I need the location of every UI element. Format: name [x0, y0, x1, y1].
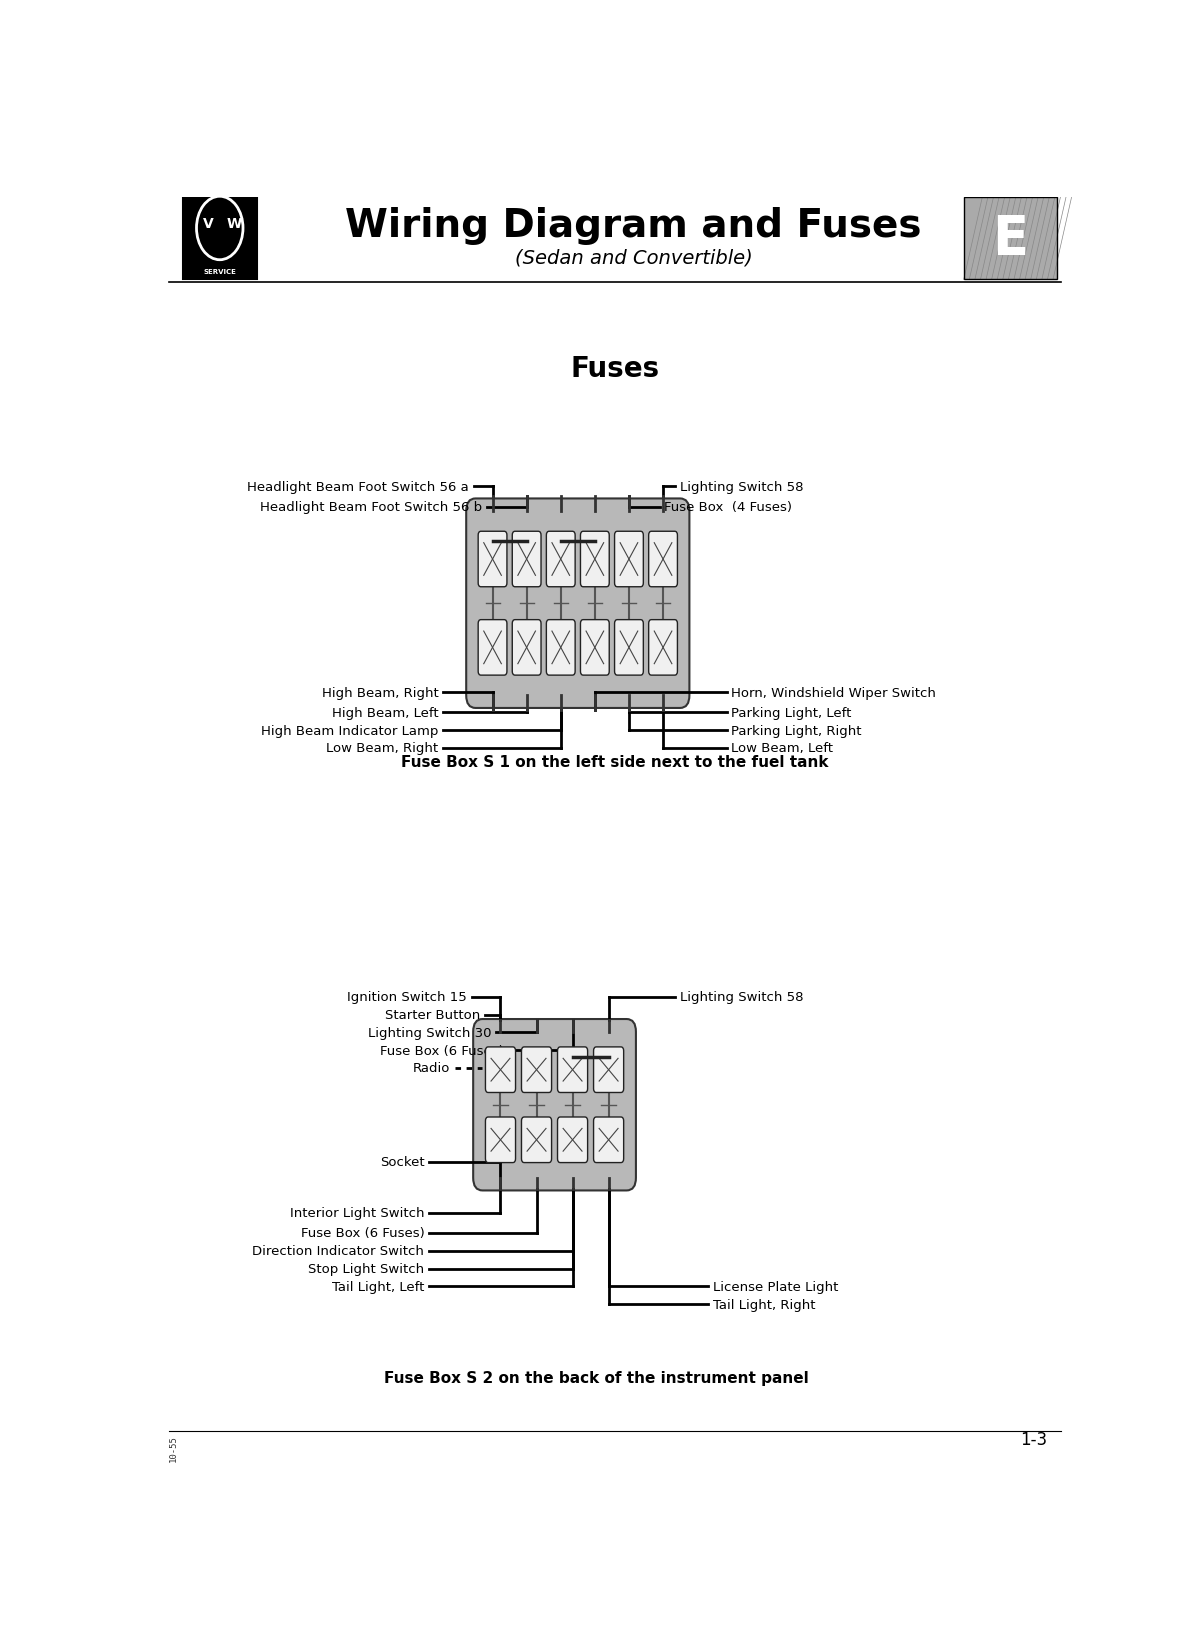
Text: Tail Light, Left: Tail Light, Left — [332, 1280, 425, 1294]
Text: Interior Light Switch: Interior Light Switch — [290, 1206, 425, 1220]
Text: Headlight Beam Foot Switch 56 b: Headlight Beam Foot Switch 56 b — [260, 501, 482, 514]
FancyBboxPatch shape — [594, 1117, 624, 1163]
FancyBboxPatch shape — [649, 532, 678, 587]
FancyBboxPatch shape — [512, 620, 541, 676]
Text: SERVICE: SERVICE — [203, 269, 236, 274]
Text: Parking Light, Left: Parking Light, Left — [731, 707, 852, 720]
Text: Socket: Socket — [379, 1155, 425, 1168]
Text: License Plate Light: License Plate Light — [713, 1280, 838, 1294]
FancyBboxPatch shape — [522, 1117, 552, 1163]
FancyBboxPatch shape — [546, 532, 575, 587]
Text: (Sedan and Convertible): (Sedan and Convertible) — [515, 249, 752, 267]
FancyBboxPatch shape — [478, 532, 506, 587]
Text: Parking Light, Right: Parking Light, Right — [731, 723, 862, 737]
FancyBboxPatch shape — [512, 532, 541, 587]
Text: Fuse Box S 1 on the left side next to the fuel tank: Fuse Box S 1 on the left side next to th… — [401, 755, 829, 770]
Text: Lighting Switch 58: Lighting Switch 58 — [680, 990, 804, 1004]
Text: Low Beam, Right: Low Beam, Right — [326, 742, 438, 755]
Text: Wiring Diagram and Fuses: Wiring Diagram and Fuses — [346, 208, 922, 246]
Text: 10-55: 10-55 — [169, 1434, 178, 1462]
Text: Horn, Windshield Wiper Switch: Horn, Windshield Wiper Switch — [731, 686, 936, 699]
FancyBboxPatch shape — [649, 620, 678, 676]
Text: Low Beam, Left: Low Beam, Left — [731, 742, 833, 755]
Text: Starter Button: Starter Button — [385, 1009, 480, 1022]
Text: Direction Indicator Switch: Direction Indicator Switch — [252, 1244, 425, 1257]
Text: Fuse Box  (4 Fuses): Fuse Box (4 Fuses) — [665, 501, 792, 514]
Text: Stop Light Switch: Stop Light Switch — [308, 1262, 425, 1276]
FancyBboxPatch shape — [558, 1117, 588, 1163]
FancyBboxPatch shape — [486, 1046, 516, 1093]
Bar — [182, 198, 257, 280]
Text: Fuse Box (6 Fuses): Fuse Box (6 Fuses) — [379, 1043, 504, 1056]
FancyBboxPatch shape — [478, 620, 506, 676]
Text: Lighting Switch 30: Lighting Switch 30 — [368, 1027, 491, 1040]
Text: 1-3: 1-3 — [1020, 1430, 1048, 1449]
Text: W: W — [227, 218, 241, 231]
Text: V: V — [203, 218, 214, 231]
FancyBboxPatch shape — [581, 620, 610, 676]
Text: Lighting Switch 58: Lighting Switch 58 — [680, 481, 804, 494]
FancyBboxPatch shape — [558, 1046, 588, 1093]
Text: Ignition Switch 15: Ignition Switch 15 — [347, 990, 467, 1004]
FancyBboxPatch shape — [614, 532, 643, 587]
Bar — [964, 198, 1057, 280]
Text: High Beam, Right: High Beam, Right — [322, 686, 438, 699]
Text: Fuse Box (6 Fuses): Fuse Box (6 Fuses) — [300, 1226, 425, 1239]
Text: Radio: Radio — [413, 1061, 450, 1074]
Text: E: E — [992, 213, 1028, 265]
FancyBboxPatch shape — [594, 1046, 624, 1093]
Text: High Beam, Left: High Beam, Left — [331, 707, 438, 720]
FancyBboxPatch shape — [473, 1020, 636, 1192]
Text: High Beam Indicator Lamp: High Beam Indicator Lamp — [260, 723, 438, 737]
FancyBboxPatch shape — [467, 499, 690, 709]
FancyBboxPatch shape — [522, 1046, 552, 1093]
Text: Fuse Box S 2 on the back of the instrument panel: Fuse Box S 2 on the back of the instrume… — [384, 1371, 809, 1386]
Text: Fuses: Fuses — [570, 354, 660, 382]
FancyBboxPatch shape — [614, 620, 643, 676]
FancyBboxPatch shape — [581, 532, 610, 587]
Text: Headlight Beam Foot Switch 56 a: Headlight Beam Foot Switch 56 a — [247, 481, 469, 494]
Bar — [964, 198, 1057, 280]
FancyBboxPatch shape — [546, 620, 575, 676]
Text: Tail Light, Right: Tail Light, Right — [713, 1297, 815, 1310]
FancyBboxPatch shape — [486, 1117, 516, 1163]
